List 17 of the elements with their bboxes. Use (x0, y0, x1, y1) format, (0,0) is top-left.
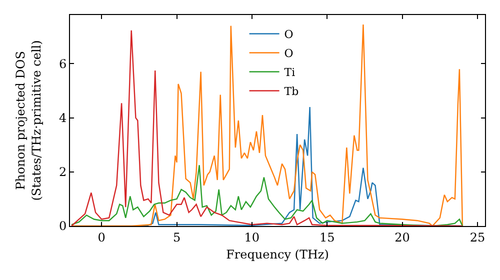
y-axis-title: Phonon projected DOS (States/THz·primitive cell) (14, 40, 44, 201)
line-series (70, 164, 464, 226)
legend-label: O (284, 28, 294, 42)
y-tick-label: 0 (58, 219, 67, 234)
legend-label: Ti (284, 66, 296, 80)
x-tick-label: 25 (470, 230, 486, 244)
y-tick-label: 4 (58, 110, 67, 125)
x-tick-label: 10 (244, 230, 260, 244)
x-axis-title: Frequency (THz) (226, 247, 329, 262)
y-tick-label: 6 (58, 56, 67, 71)
x-tick-label: 5 (172, 230, 181, 244)
legend-label: O (284, 47, 294, 60)
x-tick-label: 15 (319, 230, 335, 244)
y-tick-label: 2 (58, 165, 67, 180)
x-tick-label: 20 (394, 230, 410, 244)
legend-label: Tb (284, 85, 299, 98)
x-tick-label: 0 (98, 230, 106, 244)
